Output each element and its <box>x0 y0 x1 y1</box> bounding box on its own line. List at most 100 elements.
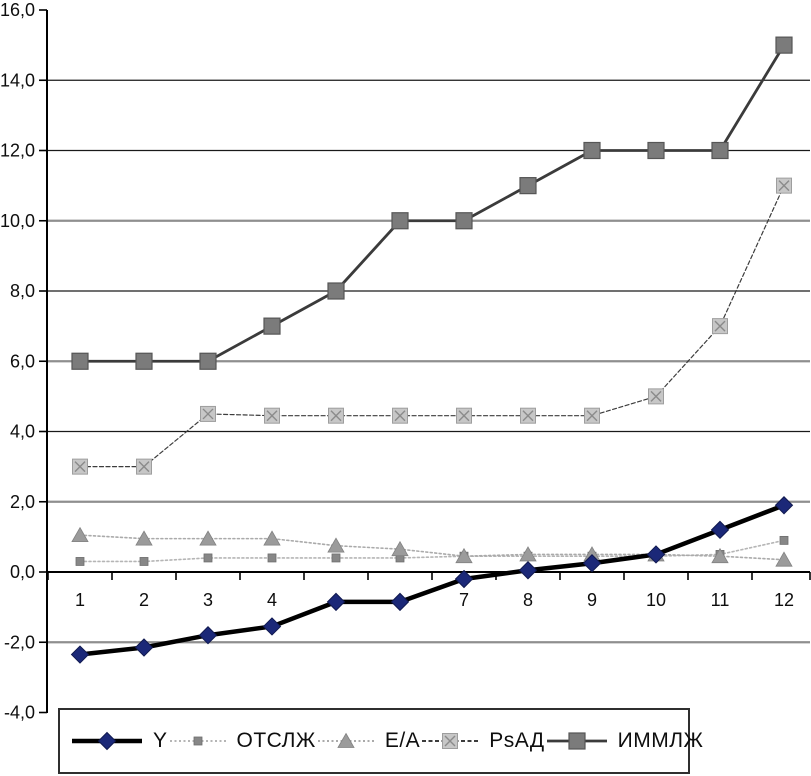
legend-marker-immlzh-icon <box>546 732 607 750</box>
series-marker-diamond <box>646 545 666 564</box>
series-marker-triangle <box>775 551 793 567</box>
series-marker-diamond <box>198 626 218 645</box>
series-marker-square-small <box>267 553 277 563</box>
series-line-ОТСЛЖ <box>79 539 785 563</box>
x-axis-label: 2 <box>139 590 149 610</box>
series-marker-square-large <box>263 317 281 335</box>
series-marker-triangle <box>135 530 153 546</box>
y-axis-label: 8,0 <box>10 281 35 301</box>
series-marker-x-square <box>586 410 598 422</box>
x-axis-label: 8 <box>523 590 533 610</box>
legend: Y ОТСЛЖ E/A PsАД ИММЛЖ <box>58 708 703 774</box>
series-marker-square-small <box>75 557 85 566</box>
series-marker-triangle <box>327 537 345 553</box>
legend-marker-ea-icon <box>317 732 374 748</box>
series-marker-diamond <box>70 645 90 664</box>
series-marker-triangle <box>391 540 409 557</box>
series-marker-square-large <box>647 141 665 160</box>
legend-label-otslzh: ОТСЛЖ <box>236 729 316 752</box>
series-marker-triangle <box>199 530 217 546</box>
x-axis-label: 1 <box>75 590 85 610</box>
series-line-PsАД <box>79 185 785 468</box>
x-axis-label: 7 <box>459 590 469 610</box>
series-marker-square-large <box>135 352 153 370</box>
series-marker-x-square <box>458 410 470 422</box>
series-line-E/A <box>79 534 785 561</box>
y-axis-label: 16,0 <box>0 0 35 20</box>
series-marker-square-large <box>327 282 345 300</box>
y-axis-label: 0,0 <box>10 562 35 582</box>
series-marker-triangle <box>337 732 355 748</box>
series-line-Y <box>77 503 787 657</box>
y-axis-label: 4,0 <box>10 422 35 442</box>
series-marker-diamond <box>390 592 410 612</box>
series-marker-x-square <box>138 461 150 473</box>
legend-marker-y-icon <box>72 731 142 751</box>
series-marker-square-large <box>775 36 793 54</box>
x-axis-label: 3 <box>203 590 213 610</box>
series-line-ИММЛЖ <box>78 43 786 363</box>
series-marker-triangle <box>71 526 89 543</box>
series-marker-x-square <box>330 410 342 422</box>
series-marker-square-large <box>455 212 473 230</box>
y-axis-label: 2,0 <box>10 492 35 512</box>
series-marker-x-square <box>650 390 662 402</box>
y-axis-label: -2,0 <box>4 632 35 652</box>
series-marker-diamond <box>97 731 117 751</box>
legend-item-otslzh: ОТСЛЖ <box>168 729 316 753</box>
series-marker-diamond <box>582 554 602 573</box>
series-marker-x-square <box>266 410 278 422</box>
legend-label-immlzh: ИММЛЖ <box>617 729 704 752</box>
x-axis-label: 9 <box>587 590 597 610</box>
x-axis-label: 10 <box>646 590 666 610</box>
series-marker-square-large <box>391 212 409 230</box>
series-marker-diamond <box>518 561 538 580</box>
legend-label-y: Y <box>153 729 168 752</box>
series-marker-square-small <box>193 736 202 746</box>
y-axis-label: 10,0 <box>0 211 35 231</box>
series-marker-square-small <box>331 553 341 563</box>
legend-item-psad: PsАД <box>420 729 544 753</box>
series-marker-triangle <box>519 546 537 562</box>
legend-marker-psad-icon <box>422 733 479 749</box>
series-marker-x-square <box>394 410 406 422</box>
y-axis-label: 6,0 <box>10 351 35 371</box>
series-marker-triangle <box>263 530 281 546</box>
series-marker-diamond <box>454 569 474 589</box>
series-marker-diamond <box>774 496 794 515</box>
series-marker-x-square <box>444 735 456 747</box>
series-marker-square-small <box>779 535 789 545</box>
series-marker-square-small <box>139 557 149 566</box>
legend-item-immlzh: ИММЛЖ <box>545 729 704 753</box>
series-marker-x-square <box>522 410 534 422</box>
series-marker-square-large <box>199 352 217 370</box>
x-axis-label: 11 <box>711 590 730 610</box>
legend-marker-otslzh-icon <box>169 736 226 746</box>
series-marker-diamond <box>326 592 346 612</box>
legend-label-ea: E/A <box>384 729 421 752</box>
series-marker-square-large <box>568 732 586 750</box>
legend-item-ea: E/A <box>316 729 420 753</box>
series-marker-square-large <box>519 177 537 195</box>
series-marker-diamond <box>134 638 154 657</box>
series-marker-triangle <box>455 547 473 564</box>
series-marker-triangle <box>711 547 729 564</box>
series-marker-diamond <box>262 617 282 636</box>
x-axis-label: 12 <box>774 590 794 610</box>
series-marker-x-square <box>778 180 790 192</box>
legend-item-y: Y <box>70 729 168 753</box>
y-axis-label: -4,0 <box>4 703 35 723</box>
series-marker-diamond <box>710 520 730 540</box>
series-marker-x-square <box>74 461 86 473</box>
series-marker-square-large <box>583 141 601 160</box>
series-marker-x-square <box>202 408 214 420</box>
y-axis-label: 12,0 <box>0 141 35 161</box>
y-axis-label: 14,0 <box>0 70 35 90</box>
x-axis-label: 4 <box>267 590 277 610</box>
series-marker-x-square <box>714 320 726 332</box>
series-marker-square-large <box>711 141 729 160</box>
series-marker-square-large <box>71 352 89 370</box>
legend-label-psad: PsАД <box>489 729 545 752</box>
